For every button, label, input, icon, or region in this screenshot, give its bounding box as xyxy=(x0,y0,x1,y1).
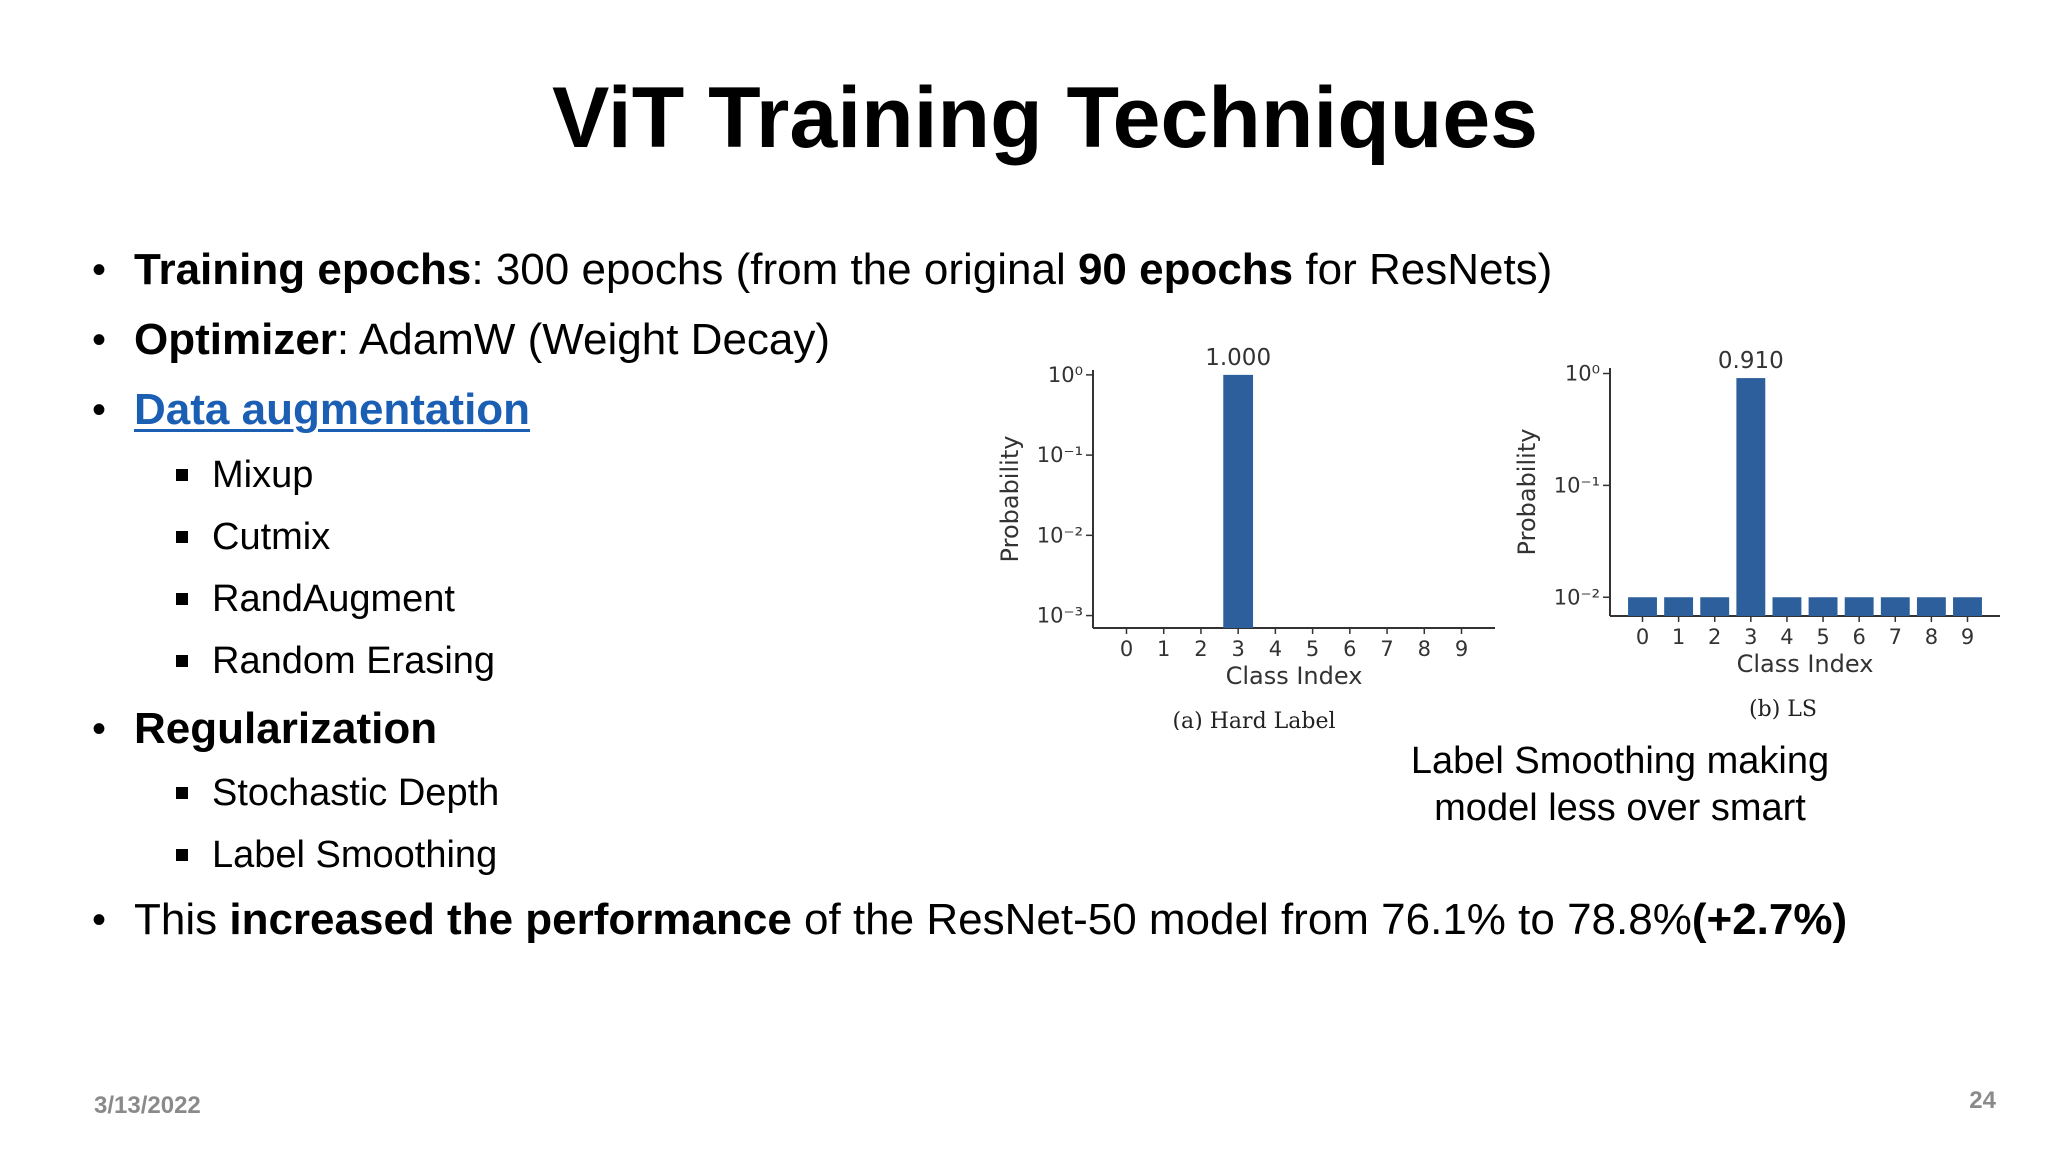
bullet-data-augmentation: • Data augmentation xyxy=(92,384,531,436)
bar xyxy=(1628,597,1657,616)
bullet-text: : AdamW (Weight Decay) xyxy=(336,315,831,364)
y-axis-label: Probability xyxy=(1513,429,1541,556)
square-bullet-icon xyxy=(176,531,188,543)
x-tick-label: 5 xyxy=(1306,637,1319,661)
sub-item-label-smoothing: Label Smoothing xyxy=(176,832,498,878)
bullet-text: of the ResNet-50 model from 76.1% to 78.… xyxy=(791,895,1692,944)
x-tick-label: 6 xyxy=(1852,625,1865,649)
x-tick-label: 7 xyxy=(1889,625,1902,649)
figure-caption: Label Smoothing making model less over s… xyxy=(1360,738,1880,832)
x-tick-label: 7 xyxy=(1380,637,1393,661)
caption-line: model less over smart xyxy=(1434,787,1806,829)
chart-subtitle: (b) LS xyxy=(1749,697,1817,722)
data-label: 0.910 xyxy=(1718,348,1784,374)
bar xyxy=(1700,597,1730,616)
x-axis-label: Class Index xyxy=(1226,662,1363,690)
bullet-label: Regularization xyxy=(134,704,438,753)
square-bullet-icon xyxy=(176,787,188,799)
square-bullet-icon xyxy=(176,593,188,605)
slide-title: ViT Training Techniques xyxy=(552,70,1538,166)
x-tick-label: 8 xyxy=(1925,625,1938,649)
y-tick-label: 10⁻³ xyxy=(1037,604,1083,628)
sub-item-label: Label Smoothing xyxy=(212,834,498,876)
y-tick-label: 10⁻² xyxy=(1554,585,1600,609)
label-smoothing-chart: 10⁰ 10⁻¹ 10⁻² 0 1 2 3 4 5 6 7 8 9 0.910 Class Index Pro… xyxy=(1513,348,2000,722)
bullet-dot: • xyxy=(92,318,107,362)
bar xyxy=(1223,374,1254,628)
x-tick-label: 1 xyxy=(1672,625,1685,649)
sub-item-cutmix: Cutmix xyxy=(176,514,331,560)
sub-item-label: Mixup xyxy=(212,454,314,496)
bullet-regularization: • Regularization xyxy=(92,703,438,755)
x-tick-label: 9 xyxy=(1961,625,1974,649)
bar xyxy=(1664,597,1694,616)
sub-item-label: Cutmix xyxy=(212,516,331,558)
bullet-dot: • xyxy=(92,248,107,292)
bar xyxy=(1772,597,1802,616)
y-tick-label: 10⁻² xyxy=(1037,523,1083,547)
bullet-text: This xyxy=(134,895,230,944)
bullet-label: Optimizer xyxy=(134,315,337,364)
caption-line: Label Smoothing making xyxy=(1410,740,1830,782)
bullet-dot: • xyxy=(92,707,107,751)
x-tick-label: 5 xyxy=(1816,625,1829,649)
x-tick-label: 6 xyxy=(1343,637,1356,661)
x-tick-label: 4 xyxy=(1780,625,1793,649)
x-axis-label: Class Index xyxy=(1737,650,1874,678)
bar xyxy=(1916,597,1946,616)
bullet-optimizer: • Optimizer: AdamW (Weight Decay) xyxy=(92,314,831,366)
chart-subtitle: (a) Hard Label xyxy=(1172,709,1335,730)
x-tick-label: 9 xyxy=(1455,637,1468,661)
sub-item-mixup: Mixup xyxy=(176,452,314,498)
bullet-bold: increased the performance xyxy=(229,895,792,944)
bar xyxy=(1953,597,1982,616)
y-axis-label: Probability xyxy=(996,436,1024,563)
x-tick-label: 4 xyxy=(1269,637,1282,661)
sub-item-randaugment: RandAugment xyxy=(176,576,455,622)
square-bullet-icon xyxy=(176,655,188,667)
data-label: 1.000 xyxy=(1205,345,1271,371)
footer-date: 3/13/2022 xyxy=(94,1092,201,1119)
square-bullet-icon xyxy=(176,469,188,481)
x-tick-label: 3 xyxy=(1744,625,1757,649)
bullet-label: Training epochs xyxy=(134,245,472,294)
data-augmentation-link[interactable]: Data augmentation xyxy=(134,385,531,434)
x-tick-label: 2 xyxy=(1194,637,1207,661)
sub-item-stochastic-depth: Stochastic Depth xyxy=(176,770,500,816)
x-tick-label: 3 xyxy=(1231,637,1244,661)
y-tick-label: 10⁻¹ xyxy=(1554,473,1600,497)
x-tick-label: 0 xyxy=(1636,625,1649,649)
x-tick-label: 0 xyxy=(1120,637,1133,661)
x-tick-label: 1 xyxy=(1157,637,1170,661)
bar xyxy=(1808,597,1838,616)
bullet-performance: • This increased the performance of the … xyxy=(92,894,1848,946)
bar xyxy=(1736,378,1766,616)
sub-item-label: Random Erasing xyxy=(212,640,496,682)
bullet-bold: 90 epochs xyxy=(1077,245,1294,294)
sub-item-label: Stochastic Depth xyxy=(212,772,500,814)
bullet-dot: • xyxy=(92,388,107,432)
bullet-training-epochs: • Training epochs: 300 epochs (from the … xyxy=(92,244,1553,296)
page-number: 24 xyxy=(1969,1087,1996,1114)
x-tick-label: 2 xyxy=(1708,625,1721,649)
bullet-dot: • xyxy=(92,898,107,942)
bullet-text: : 300 epochs (from the original xyxy=(471,245,1078,294)
bar xyxy=(1844,597,1874,616)
sub-item-random-erasing: Random Erasing xyxy=(176,638,496,684)
y-tick-label: 10⁰ xyxy=(1048,363,1083,387)
x-tick-label: 8 xyxy=(1418,637,1431,661)
sub-item-label: RandAugment xyxy=(212,578,455,620)
bar xyxy=(1880,597,1910,616)
square-bullet-icon xyxy=(176,849,188,861)
bullet-text: for ResNets) xyxy=(1293,245,1553,294)
y-tick-label: 10⁰ xyxy=(1565,362,1600,386)
hard-label-chart: 10⁰ 10⁻¹ 10⁻² 10⁻³ 0 1 2 3 4 5 6 7 8 9 1.000 Class Inde… xyxy=(996,345,1495,730)
bullet-bold: (+2.7%) xyxy=(1691,895,1848,944)
y-tick-label: 10⁻¹ xyxy=(1037,443,1083,467)
